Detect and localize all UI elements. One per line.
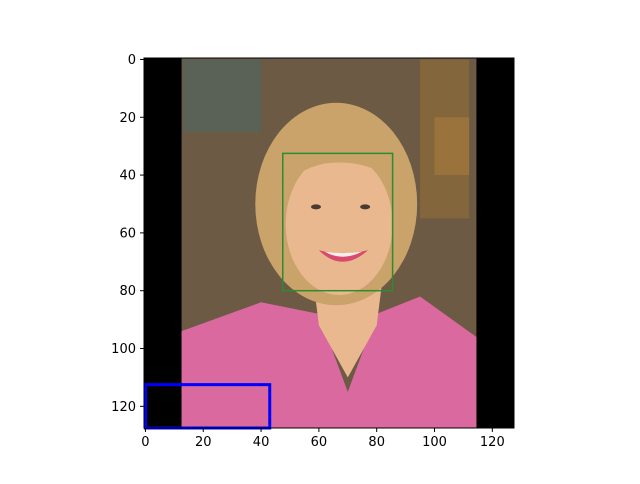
x-tick-label: 80 (368, 435, 385, 450)
x-tick-label: 40 (253, 435, 270, 450)
y-tick-label: 0 (128, 53, 136, 68)
x-tick-label: 0 (141, 435, 149, 450)
right-eye (360, 204, 371, 210)
background-light-2 (434, 117, 470, 176)
y-tick-label: 20 (119, 111, 136, 126)
x-tick-label: 100 (422, 435, 447, 450)
hair-bangs (278, 132, 400, 193)
background-teal-area (183, 59, 262, 132)
x-tick-label: 60 (311, 435, 328, 450)
y-tick-label: 120 (111, 400, 136, 415)
y-tick-label: 60 (119, 226, 136, 241)
portrait-photo (144, 58, 514, 428)
y-tick-label: 80 (119, 284, 136, 299)
y-tick-label: 100 (111, 342, 136, 357)
axes-frame (143, 57, 515, 429)
black-bar-left (144, 58, 182, 428)
face (285, 153, 393, 296)
x-tick-label: 120 (480, 435, 505, 450)
left-eye (310, 204, 321, 210)
x-tick-label: 20 (195, 435, 212, 450)
teeth (324, 251, 363, 257)
y-axis-ticks: 0 20 40 60 80 100 120 (111, 53, 144, 415)
y-tick-label: 40 (119, 169, 136, 184)
x-axis-ticks: 0 20 40 60 80 100 120 (141, 428, 505, 450)
face-bounding-box (282, 152, 394, 292)
black-bar-right (476, 58, 514, 428)
pink-blazer (181, 296, 477, 428)
